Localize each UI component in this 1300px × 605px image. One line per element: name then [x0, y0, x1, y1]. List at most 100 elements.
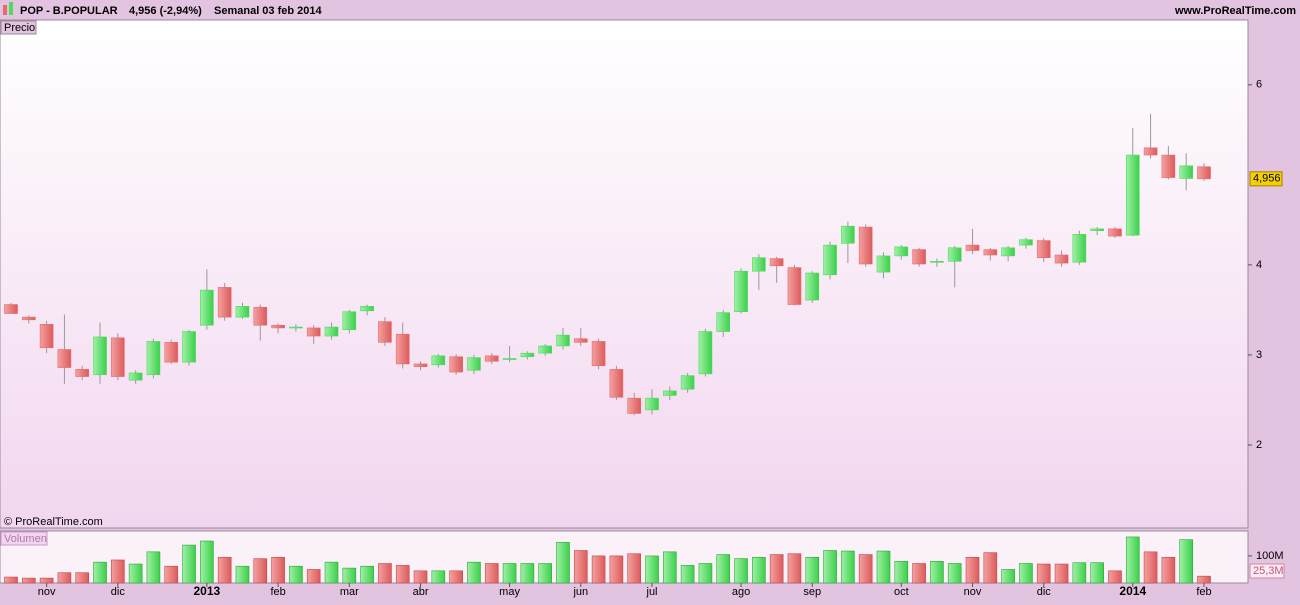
volume-bar — [449, 570, 463, 584]
x-tick-label: feb — [1196, 586, 1211, 598]
volume-bar — [111, 559, 125, 584]
volume-bar — [342, 567, 357, 584]
candle-body — [253, 306, 268, 326]
x-tick-label: abr — [413, 586, 429, 598]
candle-body — [930, 261, 944, 263]
volume-bar — [431, 570, 446, 584]
candle-body — [1161, 154, 1176, 178]
candle-body — [217, 287, 232, 318]
y-tick-label: 3 — [1256, 349, 1262, 361]
copyright: © ProRealTime.com — [4, 516, 103, 528]
candle-body — [449, 356, 463, 373]
volume-bar — [858, 554, 873, 584]
volume-bar — [663, 551, 677, 584]
candle-body — [306, 327, 321, 337]
volume-bar — [734, 558, 748, 584]
volume-bar — [591, 555, 606, 584]
volume-bar — [876, 550, 891, 584]
candle-body — [805, 272, 820, 301]
candle-body — [1054, 254, 1069, 264]
candle-body — [520, 352, 535, 358]
candle-body — [609, 369, 624, 398]
volume-bar — [823, 550, 837, 584]
volume-bar — [75, 572, 90, 584]
candle-body — [1179, 165, 1193, 179]
volume-bar — [894, 561, 909, 584]
candle-body — [235, 306, 250, 318]
candle-body — [1001, 247, 1015, 257]
quote: 4,956 (-2,94%) — [129, 5, 202, 17]
volume-bar — [983, 552, 998, 584]
volume-bar — [164, 565, 179, 584]
candle-body — [663, 390, 677, 396]
price-panel — [0, 19, 1249, 529]
volume-bar — [413, 570, 428, 584]
candle-body — [1143, 147, 1158, 156]
candle-body — [378, 321, 392, 343]
volume-bar — [93, 561, 107, 584]
volume-bar — [538, 563, 552, 584]
volume-bar — [1143, 551, 1158, 584]
candle-body — [716, 312, 731, 332]
volume-bar — [841, 550, 855, 584]
candle-body — [1072, 233, 1087, 263]
candle-body — [912, 249, 926, 265]
x-tick-label: dic — [111, 586, 126, 598]
last-volume-tag — [1249, 563, 1285, 579]
last-price-tag — [1249, 171, 1283, 187]
panel-tag — [0, 531, 48, 546]
volume-bar — [324, 561, 339, 584]
candle-body — [787, 267, 802, 305]
logo — [9, 2, 13, 15]
volume-bar — [947, 563, 962, 584]
candle-body — [360, 306, 374, 312]
x-tick-label: 2013 — [194, 584, 221, 598]
candle-body — [431, 355, 446, 366]
y-tick-label: 100M — [1256, 550, 1284, 562]
volume-bar — [965, 556, 980, 584]
y-tick-label: 2 — [1256, 439, 1262, 451]
volume-bar — [200, 540, 214, 584]
candle-body — [271, 324, 285, 329]
site: www.ProRealTime.com — [1174, 5, 1296, 17]
last-price-label: 4,956 — [1253, 173, 1281, 185]
volume-bar — [645, 555, 659, 584]
candle-body — [1019, 239, 1033, 246]
volume-bar — [128, 563, 143, 584]
volume-bar — [1161, 556, 1176, 584]
volume-bar — [1019, 563, 1033, 584]
candle-body — [769, 258, 784, 267]
volume-bar — [573, 550, 588, 584]
x-tick-label: jun — [572, 586, 588, 598]
candle-body — [876, 255, 891, 273]
volume-bar — [930, 561, 944, 584]
y-tick-label: 6 — [1256, 79, 1262, 91]
volume-bar — [716, 554, 731, 584]
volume-bar — [1179, 539, 1193, 584]
candle-body — [146, 341, 161, 376]
volume-bar — [556, 542, 570, 584]
volume-bar — [1072, 562, 1087, 584]
volume-bar — [22, 577, 36, 584]
volume-bar — [217, 556, 232, 584]
volume-bar — [1108, 570, 1122, 584]
volume-bar — [378, 563, 392, 584]
volume-bar — [271, 556, 285, 584]
candle-body — [591, 341, 606, 367]
volume-bar — [253, 558, 268, 584]
candle-body — [1108, 228, 1122, 237]
candle-body — [627, 397, 642, 414]
volume-bar — [182, 544, 196, 584]
candle-body — [22, 316, 36, 321]
panel-tag — [0, 20, 37, 35]
candle-body — [1197, 166, 1211, 180]
volume-bar — [502, 563, 517, 584]
x-tick-label: jul — [646, 586, 658, 598]
candle-body — [894, 246, 909, 257]
candle-body — [645, 397, 659, 411]
volume-bar — [39, 577, 54, 584]
candle-body — [289, 326, 303, 329]
candle-body — [502, 358, 517, 360]
candle-body — [93, 336, 107, 376]
volume-bar — [57, 572, 72, 584]
